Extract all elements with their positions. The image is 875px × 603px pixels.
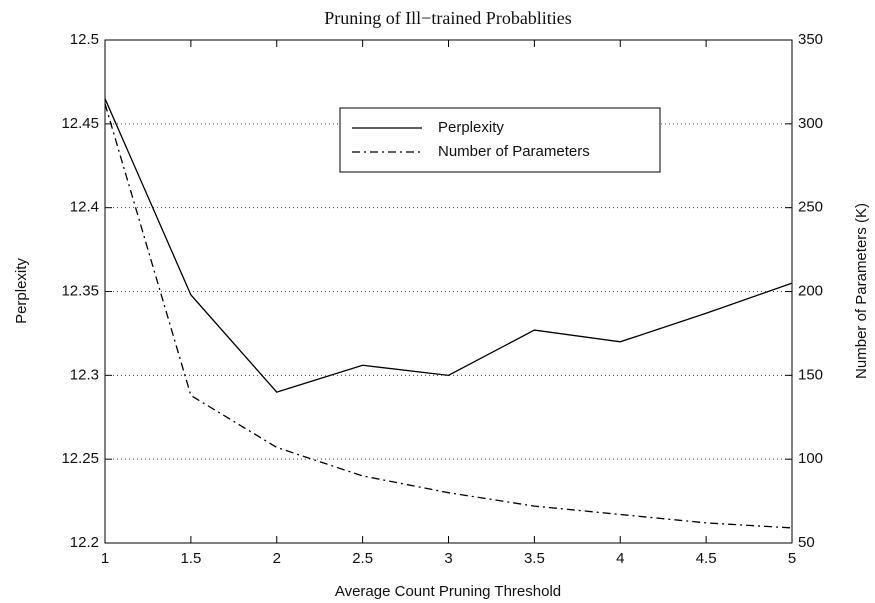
y2-tick-label: 300 xyxy=(798,115,823,132)
chart-title: Pruning of Ill−trained Probablities xyxy=(324,8,572,28)
x-tick-label: 1.5 xyxy=(180,550,201,567)
legend-label: Number of Parameters xyxy=(438,143,590,160)
legend-box xyxy=(339,107,661,173)
y-tick-label: 12.2 xyxy=(70,534,99,551)
x-tick-label: 4 xyxy=(616,550,624,567)
legend-label: Perplexity xyxy=(438,119,504,136)
x-tick-label: 5 xyxy=(788,550,796,567)
x-axis-label: Average Count Pruning Threshold xyxy=(335,583,561,600)
y2-tick-label: 250 xyxy=(798,199,823,216)
y2-axis-label: Number of Parameters (K) xyxy=(853,203,870,379)
y2-tick-label: 200 xyxy=(798,282,823,299)
y-tick-label: 12.25 xyxy=(61,450,99,467)
y2-tick-label: 150 xyxy=(798,366,823,383)
plot-frame xyxy=(104,39,793,544)
x-tick-label: 4.5 xyxy=(696,550,717,567)
x-tick-label: 3 xyxy=(444,550,452,567)
x-tick-label: 2 xyxy=(273,550,281,567)
y-tick-label: 12.4 xyxy=(70,199,99,216)
line-series xyxy=(104,98,793,393)
line-series xyxy=(104,103,793,529)
y-axis-label: Perplexity xyxy=(13,258,30,324)
legend: Perplexity Number of Parameters xyxy=(339,107,661,173)
y-tick-label: 12.5 xyxy=(70,31,99,48)
x-tick-label: 1 xyxy=(101,550,109,567)
y2-tick-label: 50 xyxy=(798,534,815,551)
x-tick-label: 3.5 xyxy=(524,550,545,567)
y-tick-label: 12.35 xyxy=(61,282,99,299)
y-tick-label: 12.45 xyxy=(61,115,99,132)
x-tick-label: 2.5 xyxy=(352,550,373,567)
y2-tick-label: 100 xyxy=(798,450,823,467)
y-tick-label: 12.3 xyxy=(70,366,99,383)
y2-tick-label: 350 xyxy=(798,31,823,48)
